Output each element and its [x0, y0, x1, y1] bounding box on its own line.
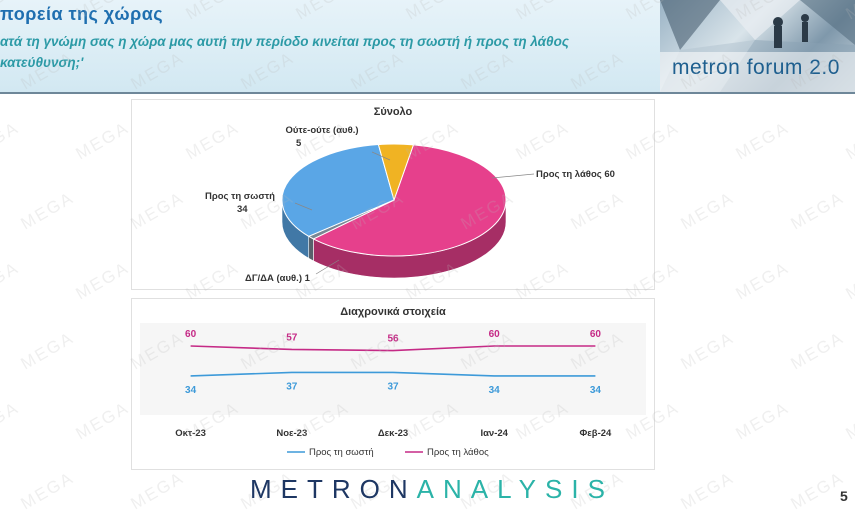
pie-slice-3: [377, 143, 415, 202]
pie-label-right-name: Προς τη σωστή: [205, 191, 275, 202]
watermark-text-64: MEGA: [128, 468, 188, 513]
data-label-1-1: 57: [286, 332, 298, 343]
pie-leader-line-3: [315, 259, 340, 275]
x-tick-label-3: Ιαν-24: [480, 428, 508, 439]
x-tick-label-0: Οκτ-23: [175, 428, 206, 439]
line-chart-title: Διαχρονικά στοιχεία: [340, 306, 446, 318]
watermark-text-34: MEGA: [788, 188, 848, 233]
logo-text: metron forum 2.0: [672, 56, 840, 79]
watermark-text-43: MEGA: [733, 258, 793, 303]
metron-forum-logo: metron forum 2.0: [660, 0, 855, 92]
pie-label-wrong: Προς τη λάθος 60: [536, 169, 615, 180]
data-label-1-2: 56: [387, 334, 399, 345]
x-tick-label-4: Φεβ-24: [579, 428, 612, 439]
watermark-text-37: MEGA: [73, 258, 133, 303]
watermark-text-45: MEGA: [18, 328, 78, 373]
data-label-0-1: 37: [286, 381, 298, 392]
legend-item-0: Προς τη σωστή: [287, 447, 374, 458]
data-label-0-3: 34: [489, 385, 501, 396]
legend-label-1: Προς τη λάθος: [427, 447, 489, 458]
data-label-1-4: 60: [590, 329, 602, 340]
page-number: 5: [840, 488, 848, 504]
watermark-text-27: MEGA: [18, 188, 78, 233]
pie-label-neutral-name: Ούτε-ούτε (αυθ.): [285, 125, 359, 136]
watermark-text-63: MEGA: [18, 468, 78, 513]
watermark-text-51: MEGA: [678, 328, 738, 373]
watermark-text-61: MEGA: [733, 398, 793, 443]
line-plot-area: [140, 323, 646, 415]
watermark-text-18: MEGA: [0, 118, 22, 163]
series-line-0: [190, 371, 596, 377]
data-label-0-0: 34: [185, 385, 197, 396]
logo-metron: METRON: [250, 474, 417, 504]
pie-label-neutral: Ούτε-ούτε (αυθ.) 5: [282, 124, 362, 150]
x-tick-label-2: Δεκ-23: [378, 428, 408, 439]
pie-slice-0: [312, 144, 507, 257]
watermark-text-52: MEGA: [788, 328, 848, 373]
watermark-text-69: MEGA: [678, 468, 738, 513]
watermark-text-19: MEGA: [73, 118, 133, 163]
metron-analysis-logo: METRONANALYSIS: [250, 474, 614, 505]
pie-side-1: [308, 235, 314, 262]
data-label-1-0: 60: [185, 329, 197, 340]
pie-chart-title: Σύνολο: [373, 106, 413, 118]
data-label-0-2: 37: [387, 381, 399, 392]
series-line-1: [190, 345, 596, 352]
x-tick-label-1: Νοε-23: [276, 428, 307, 439]
watermark-text-26: MEGA: [843, 118, 855, 163]
watermark-text-55: MEGA: [73, 398, 133, 443]
legend-item-1: Προς τη λάθος: [405, 447, 489, 458]
pie-label-right-value: 34: [237, 204, 248, 215]
question-text: ατά τη γνώμη σας η χώρα μας αυτή την περ…: [0, 34, 569, 70]
watermark-text-44: MEGA: [843, 258, 855, 303]
data-label-0-4: 34: [590, 385, 602, 396]
watermark-text-25: MEGA: [733, 118, 793, 163]
pie-slice-2: [281, 144, 395, 237]
watermark-text-54: MEGA: [0, 398, 22, 443]
pie-leader-line-2: [294, 202, 313, 211]
pie-leader-line-1: [491, 173, 535, 179]
pie-chart: [281, 143, 535, 279]
pie-leader-line-0: [371, 151, 391, 161]
watermark-text-70: MEGA: [788, 468, 848, 513]
logo-analysis: ANALYSIS: [416, 474, 614, 504]
watermark-text-62: MEGA: [843, 398, 855, 443]
pie-label-right: Προς τη σωστή 34: [205, 190, 275, 216]
logo-background-graphic: [660, 0, 855, 92]
line-chart-panel: Διαχρονικά στοιχεία 34 37 37 34 34 60 57 56 60 60…: [131, 298, 655, 470]
pie-chart-panel: Σύνολο Ούτε-ούτε (αυθ.) 5 Προς τη λάθος …: [131, 99, 655, 290]
line-chart: 34 37 37 34 34 60 57 56 60 60 Οκτ-23 Νοε-23 Δεκ-23 Ια…: [140, 323, 646, 458]
pie-label-na: ΔΓ/ΔΑ (αυθ.) 1: [245, 273, 310, 284]
watermark-text-33: MEGA: [678, 188, 738, 233]
pie-label-neutral-value: 5: [296, 138, 302, 149]
data-label-1-3: 60: [489, 329, 501, 340]
watermark-text-36: MEGA: [0, 258, 22, 303]
legend-label-0: Προς τη σωστή: [309, 447, 374, 458]
page-title: πορεία της χώρας: [0, 4, 164, 24]
